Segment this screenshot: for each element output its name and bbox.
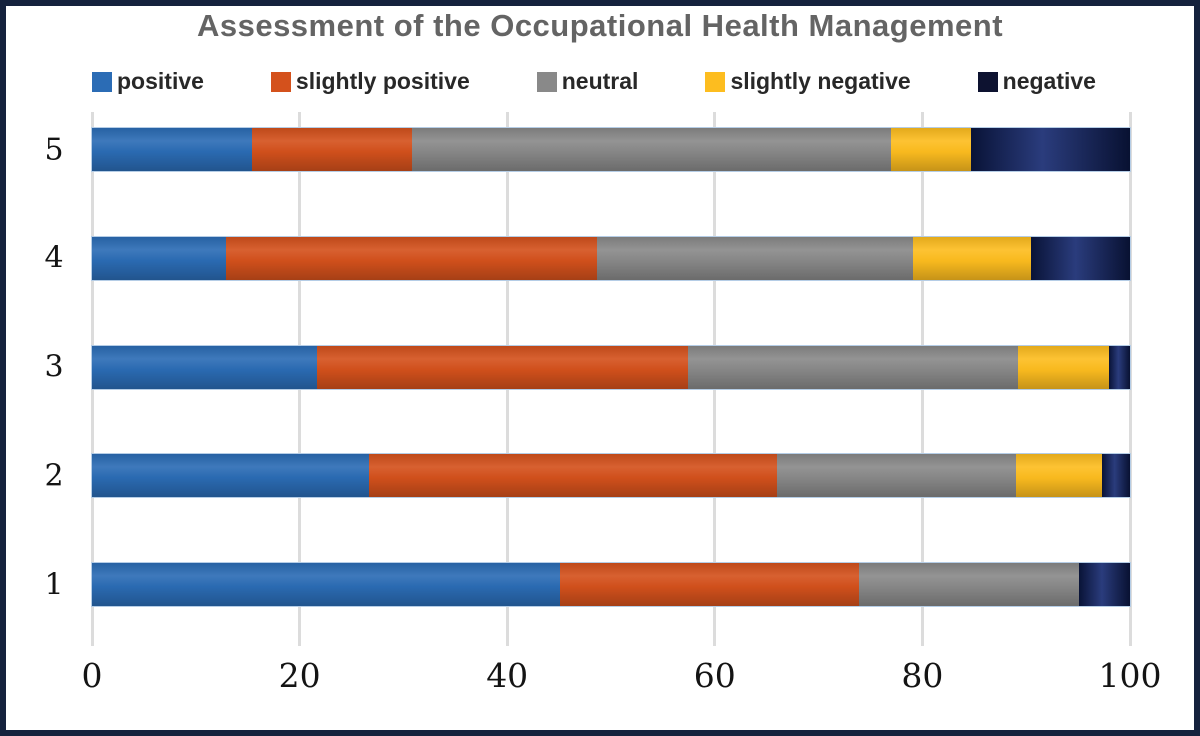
- bar-segment-slightly-positive: [317, 345, 688, 389]
- bar-segment-negative: [1079, 563, 1130, 606]
- bar-segment-neutral: [411, 128, 892, 171]
- bar-segment-positive: [92, 128, 252, 171]
- legend-item-positive: positive: [92, 68, 204, 95]
- legend-swatch-icon: [536, 71, 557, 92]
- legend-label: neutral: [561, 68, 639, 94]
- bar-row-5: [92, 128, 1130, 171]
- bar-segment-neutral: [777, 454, 1016, 498]
- bar-segment-positive: [92, 454, 370, 498]
- bar-segment-negative: [1101, 454, 1130, 498]
- bar-segment-neutral: [687, 345, 1018, 389]
- x-tick-label-100: 100: [1098, 656, 1162, 695]
- legend-item-slightly-negative: slightly negative: [705, 68, 911, 95]
- bar-segment-slightly-positive: [225, 236, 598, 280]
- x-tick-label-0: 0: [81, 656, 103, 695]
- legend-item-negative: negative: [977, 68, 1096, 95]
- legend-label: negative: [1002, 68, 1096, 94]
- y-category-label-1: 1: [44, 567, 64, 602]
- bar-segment-neutral: [597, 236, 914, 280]
- bar-segment-slightly-negative: [913, 236, 1032, 280]
- plot-area: [90, 112, 1132, 646]
- legend-label: slightly negative: [730, 68, 911, 94]
- gridline-100: [1128, 112, 1132, 646]
- x-tick-label-20: 20: [278, 656, 321, 695]
- y-category-label-4: 4: [44, 240, 64, 276]
- bar-row-2: [92, 454, 1130, 498]
- legend-swatch-icon: [92, 71, 112, 92]
- y-category-label-3: 3: [44, 349, 64, 385]
- bar-row-4: [92, 236, 1130, 280]
- bar-segment-neutral: [859, 563, 1080, 606]
- bar-segment-slightly-negative: [1015, 454, 1102, 498]
- legend-swatch-icon: [705, 71, 726, 92]
- y-category-label-2: 2: [44, 458, 64, 494]
- bar-segment-negative: [1031, 236, 1130, 280]
- bar-segment-positive: [92, 345, 318, 389]
- x-tick-label-60: 60: [693, 656, 736, 695]
- bar-segment-slightly-negative: [891, 128, 972, 171]
- legend-item-neutral: neutral: [536, 68, 639, 95]
- bar-segment-positive: [92, 563, 561, 606]
- y-category-label-5: 5: [44, 132, 64, 167]
- bar-segment-negative: [971, 128, 1130, 171]
- x-tick-label-80: 80: [901, 656, 944, 695]
- bar-segment-negative: [1109, 345, 1130, 389]
- legend-label: slightly positive: [295, 68, 470, 94]
- bar-row-1: [92, 563, 1130, 606]
- legend: positive slightly positive neutral slightly…: [92, 68, 1096, 95]
- x-tick-label-40: 40: [486, 656, 529, 695]
- legend-item-slightly-positive: slightly positive: [270, 68, 470, 95]
- bar-segment-slightly-positive: [251, 128, 412, 171]
- legend-swatch-icon: [270, 71, 291, 92]
- bar-segment-positive: [92, 236, 226, 280]
- bar-segment-slightly-positive: [560, 563, 860, 606]
- bar-row-3: [92, 345, 1130, 389]
- legend-label: positive: [117, 68, 204, 94]
- chart-title: Assessment of the Occupational Health Ma…: [196, 8, 1004, 43]
- legend-swatch-icon: [977, 71, 998, 92]
- bar-segment-slightly-positive: [369, 454, 778, 498]
- bar-segment-slightly-negative: [1017, 345, 1110, 389]
